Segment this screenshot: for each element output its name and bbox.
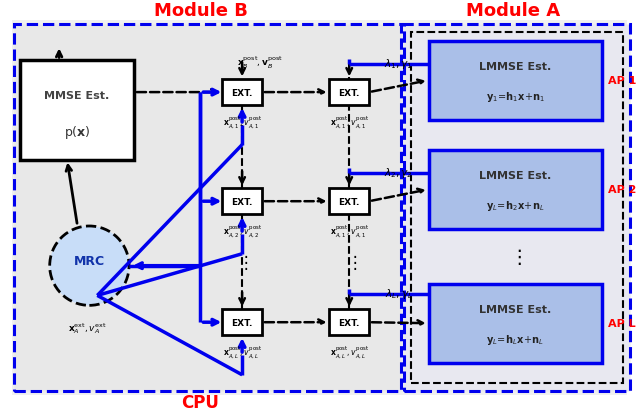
Text: $\lambda_L, \gamma_L$: $\lambda_L, \gamma_L$ — [385, 287, 413, 301]
Text: $\mathbf{y}_1\!=\!\mathbf{h}_1\mathbf{x}\!+\!\mathbf{n}_1$: $\mathbf{y}_1\!=\!\mathbf{h}_1\mathbf{x}… — [486, 90, 545, 104]
Text: $\mathbf{x}_{A,1}^{\rm post}, v_{A,1}^{\rm post}$: $\mathbf{x}_{A,1}^{\rm post}, v_{A,1}^{\… — [223, 114, 262, 130]
Text: LMMSE Est.: LMMSE Est. — [479, 171, 552, 180]
Text: EXT.: EXT. — [232, 318, 253, 327]
Circle shape — [50, 226, 129, 306]
Text: $\mathbf{x}_{A,L}^{\rm post}, v_{A,L}^{\rm post}$: $\mathbf{x}_{A,L}^{\rm post}, v_{A,L}^{\… — [223, 343, 262, 359]
Bar — [222, 310, 262, 335]
Text: Module A: Module A — [466, 2, 560, 20]
Text: CPU: CPU — [182, 393, 220, 411]
Text: LMMSE Est.: LMMSE Est. — [479, 62, 552, 72]
Text: LMMSE Est.: LMMSE Est. — [479, 304, 552, 314]
Bar — [330, 310, 369, 335]
Text: AP L: AP L — [608, 318, 636, 328]
Text: $\mathbf{y}_L\!=\!\mathbf{h}_L\mathbf{x}\!+\!\mathbf{n}_L$: $\mathbf{y}_L\!=\!\mathbf{h}_L\mathbf{x}… — [486, 332, 545, 346]
Text: MMSE Est.: MMSE Est. — [44, 91, 109, 101]
Text: $\mathbf{y}_L\!=\!\mathbf{h}_2\mathbf{x}\!+\!\mathbf{n}_L$: $\mathbf{y}_L\!=\!\mathbf{h}_2\mathbf{x}… — [486, 199, 545, 213]
Text: $\lambda_1, \gamma_1$: $\lambda_1, \gamma_1$ — [385, 57, 413, 71]
Text: $\mathbf{x}_{A,1}^{\rm post}, v_{A,1}^{\rm post}$: $\mathbf{x}_{A,1}^{\rm post}, v_{A,1}^{\… — [330, 114, 369, 130]
Text: AP 2: AP 2 — [608, 185, 636, 195]
Text: $\lambda_2, \gamma_2$: $\lambda_2, \gamma_2$ — [385, 166, 413, 180]
Text: EXT.: EXT. — [339, 88, 360, 97]
Text: EXT.: EXT. — [339, 318, 360, 327]
Bar — [429, 284, 602, 363]
Text: $\vdots$: $\vdots$ — [237, 253, 248, 272]
Bar — [14, 25, 401, 391]
Text: $\mathrm{p}(\mathbf{x})$: $\mathrm{p}(\mathbf{x})$ — [63, 124, 90, 141]
Text: Module B: Module B — [154, 2, 248, 20]
Text: $\mathbf{x}_{A,L}^{\rm post}, v_{A,L}^{\rm post}$: $\mathbf{x}_{A,L}^{\rm post}, v_{A,L}^{\… — [330, 343, 369, 359]
Bar — [330, 189, 369, 215]
Bar — [20, 61, 134, 160]
Text: $\mathbf{x}_B^{\rm post}, \mathbf{v}_B^{\rm post}$: $\mathbf{x}_B^{\rm post}, \mathbf{v}_B^{… — [237, 54, 283, 70]
Bar — [429, 150, 602, 229]
Text: AP 1: AP 1 — [608, 76, 636, 86]
Bar — [222, 189, 262, 215]
Bar — [330, 80, 369, 106]
Bar — [404, 25, 630, 391]
Text: EXT.: EXT. — [232, 197, 253, 206]
Text: $\vdots$: $\vdots$ — [346, 253, 356, 272]
Text: $\mathbf{x}_{A,2}^{\rm post}, v_{A,2}^{\rm post}$: $\mathbf{x}_{A,2}^{\rm post}, v_{A,2}^{\… — [223, 223, 262, 238]
Bar — [222, 80, 262, 106]
Text: EXT.: EXT. — [232, 88, 253, 97]
Text: $\mathbf{x}_{A,1}^{\rm post}, v_{A,1}^{\rm post}$: $\mathbf{x}_{A,1}^{\rm post}, v_{A,1}^{\… — [330, 223, 369, 238]
Text: $\vdots$: $\vdots$ — [509, 247, 522, 267]
Text: MRC: MRC — [74, 254, 105, 268]
Text: $\mathbf{x}_A^{\rm ext}, v_A^{\rm ext}$: $\mathbf{x}_A^{\rm ext}, v_A^{\rm ext}$ — [68, 320, 107, 335]
Bar — [429, 41, 602, 121]
Bar — [411, 33, 623, 383]
Text: EXT.: EXT. — [339, 197, 360, 206]
